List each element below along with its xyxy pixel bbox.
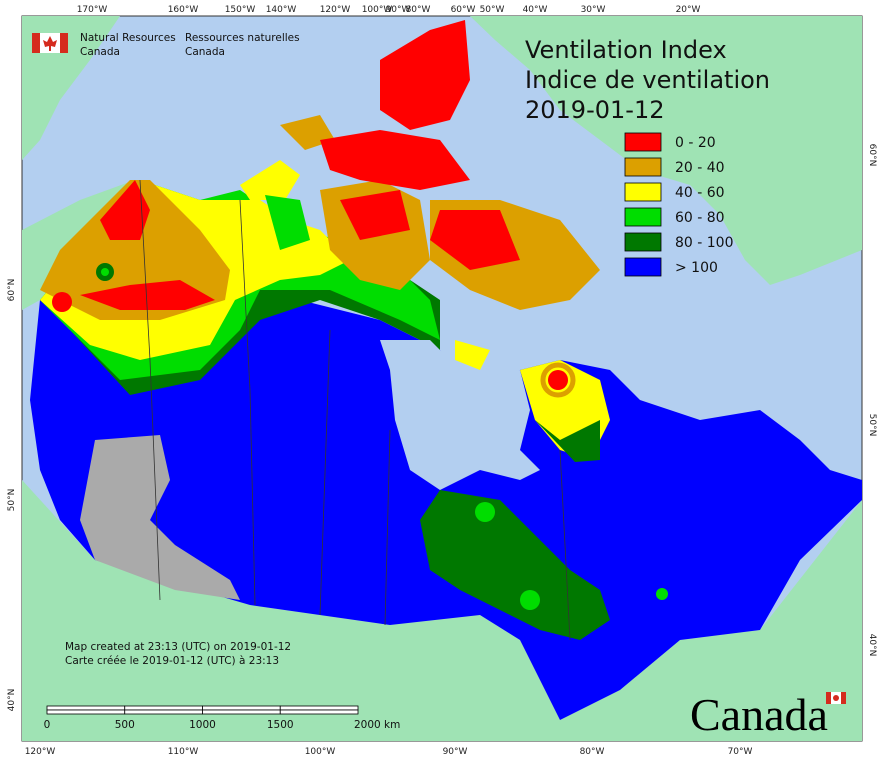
- arctic-island: [380, 20, 470, 130]
- quebec-north-green: [535, 420, 600, 462]
- arctic-island: [340, 190, 410, 240]
- graticule-labels: 170°W 160°W 150°W 140°W 120°W 100°W90°W80°W 60…: [7, 5, 877, 757]
- boundary-line: [139, 179, 161, 601]
- title-date: 2019-01-12: [525, 96, 664, 124]
- hotspot: [520, 590, 540, 610]
- ontario-region: [420, 490, 610, 640]
- legend-swatch: [624, 182, 662, 202]
- longitude-label: 100°W: [362, 5, 393, 15]
- scale-segment: [46, 709, 126, 715]
- boundary-line: [239, 199, 256, 606]
- longitude-label: 80°W: [580, 747, 605, 757]
- flag-bar: [32, 33, 40, 53]
- hudson-bay: [380, 340, 540, 490]
- longitude-label: 120°W: [25, 747, 56, 757]
- scale-label: 2000 km: [354, 719, 400, 731]
- scale-segment: [124, 709, 203, 715]
- land: [22, 16, 862, 741]
- agency-en: Natural Resources: [80, 32, 176, 44]
- longitude-label: 50°W: [480, 5, 505, 15]
- band-0-20: [80, 280, 215, 310]
- legend-swatch: [624, 132, 662, 152]
- legend-swatch: [624, 207, 662, 227]
- legend-swatch: [624, 257, 662, 277]
- latitude-label: 40°N: [867, 634, 877, 657]
- longitude-label: 90°W: [443, 747, 468, 757]
- footer-line: Carte créée le 2019-01-12 (UTC) à 23:13: [65, 655, 279, 667]
- latitude-label: 50°N: [7, 489, 17, 512]
- scale-label: 1000: [189, 719, 216, 731]
- legend-swatch: [624, 157, 662, 177]
- scale-label: 500: [115, 719, 135, 731]
- scale-segment: [202, 709, 281, 715]
- legend-label: 60 - 80: [675, 210, 725, 226]
- longitude-label: 60°W: [451, 5, 476, 15]
- agency-signature: Natural Resources Canada Ressources natu…: [32, 32, 300, 58]
- longitude-label: 90°W: [386, 5, 411, 15]
- legend-label: 0 - 20: [675, 135, 716, 151]
- wordmark-leaf: [833, 695, 839, 701]
- legend-label: > 100: [675, 260, 718, 276]
- no-data-area: [80, 435, 240, 600]
- hotspot: [548, 370, 568, 390]
- longitude-label: 80°W: [406, 5, 431, 15]
- longitude-label: 170°W: [77, 5, 108, 15]
- longitude-label: 150°W: [225, 5, 256, 15]
- wordmark: Canada: [690, 689, 846, 740]
- title-en: Ventilation Index: [525, 36, 727, 64]
- band-0-20: [100, 180, 150, 240]
- longitude-label: 30°W: [581, 5, 606, 15]
- boundary-line: [559, 449, 571, 641]
- legend-swatch: [624, 232, 662, 252]
- longitude-label: 140°W: [266, 5, 297, 15]
- agency-en: Canada: [80, 46, 120, 58]
- longitude-label: 160°W: [168, 5, 199, 15]
- hotspot: [101, 268, 109, 276]
- longitude-label: 110°W: [168, 747, 199, 757]
- hotspot: [475, 502, 495, 522]
- longitude-label: 120°W: [320, 5, 351, 15]
- greenland: [470, 16, 862, 285]
- scale-segment: [279, 705, 359, 711]
- arctic-island: [265, 195, 310, 250]
- hotspot: [656, 588, 668, 600]
- footer-line: Map created at 23:13 (UTC) on 2019-01-12: [65, 641, 291, 653]
- wordmark-text: Canada: [690, 689, 828, 740]
- boundary-line: [319, 329, 331, 616]
- latitude-label: 40°N: [7, 689, 17, 712]
- arctic-island: [430, 210, 520, 270]
- agency-fr: Ressources naturelles: [185, 32, 300, 44]
- maple-leaf: [43, 36, 57, 51]
- latitude-label: 60°N: [7, 279, 17, 302]
- scale-segment: [46, 705, 126, 711]
- scale-bar: 0 500 1000 1500 2000 km: [44, 705, 400, 731]
- boundaries: [139, 179, 571, 641]
- flag-bar: [60, 33, 68, 53]
- longitude-label: 100°W: [305, 747, 336, 757]
- legend: 0 - 20 20 - 40 40 - 60 60 - 80 80 - 100 > 100: [624, 132, 734, 277]
- legend-label: 20 - 40: [675, 160, 725, 176]
- scale-segment: [279, 709, 359, 715]
- latitude-label: 50°N: [867, 414, 877, 437]
- arctic-island: [240, 160, 300, 200]
- scale-label: 0: [44, 719, 51, 731]
- united-states: [22, 480, 862, 741]
- boundary-line: [384, 429, 391, 626]
- latitude-label: 60°N: [867, 144, 877, 167]
- arctic-island: [320, 130, 470, 190]
- longitude-label: 20°W: [676, 5, 701, 15]
- scale-label: 1500: [267, 719, 294, 731]
- hotspot: [52, 292, 72, 312]
- agency-fr: Canada: [185, 46, 225, 58]
- arctic-island: [455, 340, 490, 370]
- legend-label: 40 - 60: [675, 185, 725, 201]
- hotspot: [540, 362, 576, 398]
- longitude-label: 70°W: [728, 747, 753, 757]
- scale-segment: [124, 705, 203, 711]
- scale-segment: [202, 705, 281, 711]
- title-fr: Indice de ventilation: [525, 66, 770, 94]
- longitude-label: 40°W: [523, 5, 548, 15]
- legend-label: 80 - 100: [675, 235, 734, 251]
